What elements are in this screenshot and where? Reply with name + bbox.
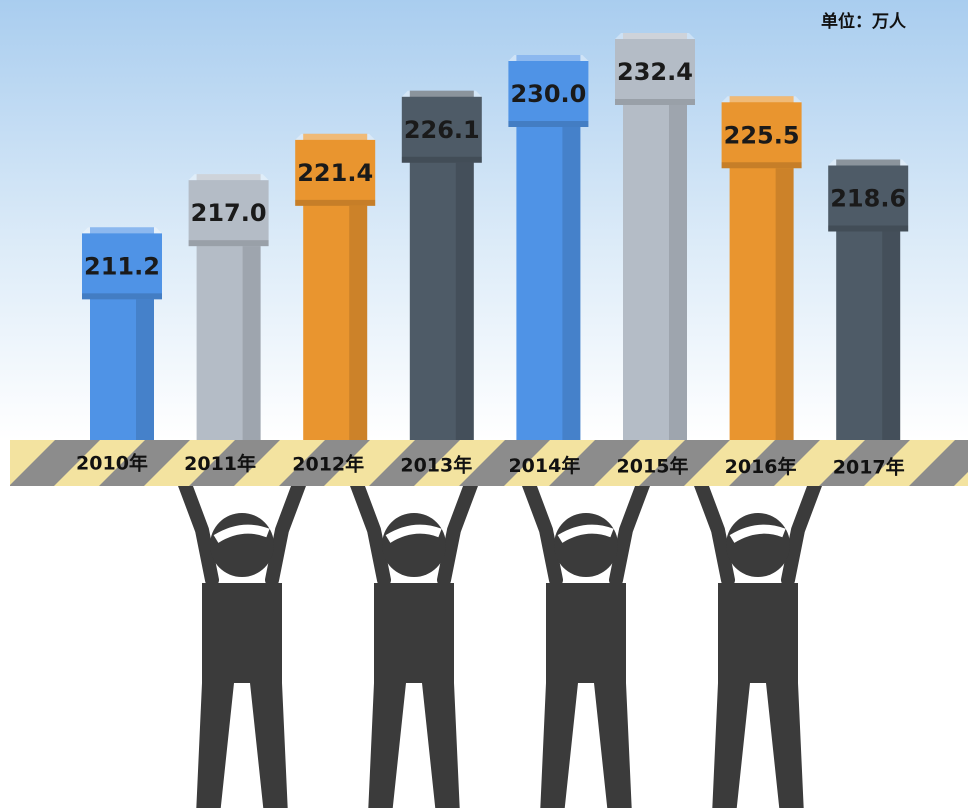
bar-cap-shade (295, 199, 376, 206)
bar-shade (562, 127, 581, 440)
bar-cap (828, 165, 909, 232)
bar-shade (775, 168, 794, 440)
bar-cap-shade (82, 293, 162, 300)
x-tick-label: 2011年 (184, 452, 256, 475)
x-tick-label: 2010年 (76, 452, 148, 475)
bar-group: 225.5 (721, 96, 802, 440)
bar-group: 232.4 (615, 33, 695, 440)
background (0, 0, 968, 440)
bar-cap-shade (721, 162, 802, 169)
bar-cap (721, 102, 802, 169)
bar-cap-shade (615, 99, 695, 105)
bar-cap (82, 233, 162, 300)
x-tick-label: 2016年 (725, 455, 797, 478)
bar-cap (188, 180, 269, 247)
bar-group: 226.1 (401, 90, 482, 440)
bar-cap (615, 39, 695, 105)
bar-shade (136, 299, 154, 440)
bar-group: 221.4 (295, 133, 376, 441)
bar-cap (508, 61, 589, 127)
bar-cap-top (82, 227, 162, 234)
bar-cap-top (295, 133, 376, 140)
bar-cap-top (188, 174, 269, 181)
x-tick-label: 2017年 (833, 456, 905, 479)
value-label: 226.1 (404, 116, 480, 144)
bar-cap (295, 139, 376, 206)
value-label: 221.4 (297, 159, 373, 187)
bar-shade (882, 231, 901, 440)
bar-group: 217.0 (188, 174, 269, 440)
bar-shade (242, 246, 261, 440)
bar-cap-top (721, 96, 802, 103)
bar-shade (349, 205, 368, 440)
bar-group: 211.2 (82, 227, 162, 440)
bar-shade (455, 162, 474, 440)
bar-group: 230.0 (508, 55, 589, 440)
bar-cap-top (615, 33, 695, 39)
value-label: 211.2 (84, 252, 160, 280)
bar-shade (669, 105, 687, 440)
unit-label: 单位：万人 (821, 11, 907, 32)
bar-cap-top (508, 55, 589, 61)
bar-cap-shade (401, 156, 482, 163)
x-tick-label: 2015年 (617, 455, 689, 478)
bar-cap-shade (828, 225, 909, 232)
bar-cap-shade (188, 240, 269, 247)
bar-cap-top (401, 90, 482, 97)
x-tick-label: 2014年 (508, 454, 580, 477)
bar-cap-top (828, 159, 909, 166)
value-label: 225.5 (724, 121, 800, 149)
value-label: 232.4 (617, 58, 693, 86)
value-label: 217.0 (191, 199, 267, 227)
beam (10, 440, 968, 486)
bar-group: 218.6 (828, 159, 909, 440)
bar-cap (401, 96, 482, 163)
figures (160, 445, 840, 808)
x-tick-label: 2012年 (292, 453, 364, 476)
x-tick-label: 2013年 (400, 453, 472, 476)
value-label: 218.6 (830, 185, 906, 213)
bar-cap-shade (508, 121, 589, 127)
value-label: 230.0 (510, 80, 586, 108)
